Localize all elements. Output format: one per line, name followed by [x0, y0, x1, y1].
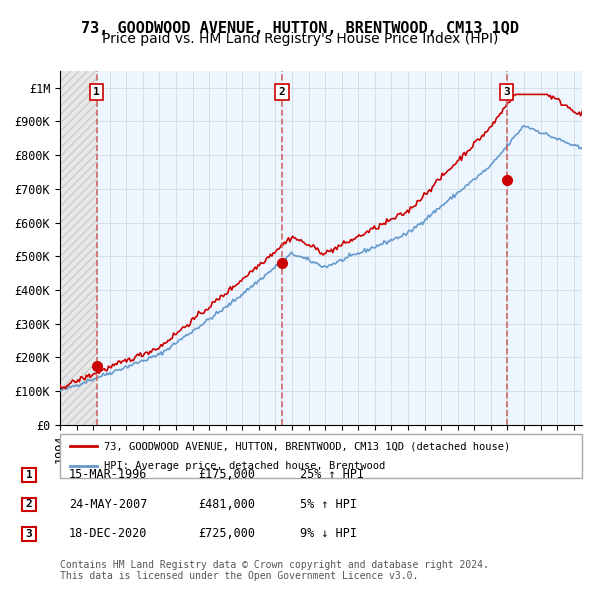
Text: 24-MAY-2007: 24-MAY-2007 — [69, 498, 148, 511]
FancyBboxPatch shape — [22, 468, 37, 482]
Text: 3: 3 — [26, 529, 32, 539]
Text: 73, GOODWOOD AVENUE, HUTTON, BRENTWOOD, CM13 1QD (detached house): 73, GOODWOOD AVENUE, HUTTON, BRENTWOOD, … — [104, 441, 511, 451]
Text: 25% ↑ HPI: 25% ↑ HPI — [300, 468, 364, 481]
Bar — [507, 71, 582, 425]
FancyBboxPatch shape — [22, 497, 37, 512]
Text: 9% ↓ HPI: 9% ↓ HPI — [300, 527, 357, 540]
Text: £175,000: £175,000 — [198, 468, 255, 481]
Text: 2: 2 — [26, 500, 32, 509]
Text: 73, GOODWOOD AVENUE, HUTTON, BRENTWOOD, CM13 1QD: 73, GOODWOOD AVENUE, HUTTON, BRENTWOOD, … — [81, 21, 519, 35]
Text: Price paid vs. HM Land Registry's House Price Index (HPI): Price paid vs. HM Land Registry's House … — [102, 32, 498, 47]
Text: 15-MAR-1996: 15-MAR-1996 — [69, 468, 148, 481]
FancyBboxPatch shape — [22, 527, 37, 541]
Bar — [282, 71, 507, 425]
Text: £725,000: £725,000 — [198, 527, 255, 540]
Text: 3: 3 — [503, 87, 510, 97]
Text: 1: 1 — [93, 87, 100, 97]
Text: 18-DEC-2020: 18-DEC-2020 — [69, 527, 148, 540]
Text: 2: 2 — [278, 87, 285, 97]
Text: 5% ↑ HPI: 5% ↑ HPI — [300, 498, 357, 511]
FancyBboxPatch shape — [60, 434, 582, 478]
Text: Contains HM Land Registry data © Crown copyright and database right 2024.
This d: Contains HM Land Registry data © Crown c… — [60, 559, 489, 581]
Text: 1: 1 — [26, 470, 32, 480]
Bar — [97, 71, 282, 425]
Bar — [60, 71, 97, 425]
Text: £481,000: £481,000 — [198, 498, 255, 511]
Text: HPI: Average price, detached house, Brentwood: HPI: Average price, detached house, Bren… — [104, 461, 386, 470]
